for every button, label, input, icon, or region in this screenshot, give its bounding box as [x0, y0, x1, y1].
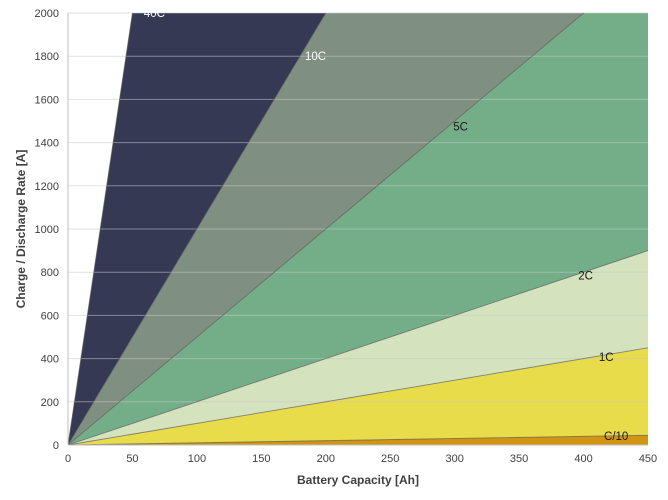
series-label-10C: 10C: [305, 51, 326, 63]
gridlines: [68, 12, 648, 446]
x-tick-label: 100: [188, 453, 206, 465]
series-line-40C: [67, 12, 133, 446]
y-tick-label: 1200: [35, 181, 59, 193]
y-tick-label: 1000: [35, 224, 59, 236]
series-line-10C: [67, 12, 327, 446]
y-tick-label: 0: [53, 440, 59, 452]
series-line-2C: [67, 250, 649, 446]
axes: [67, 13, 648, 446]
series-line-1C: [67, 347, 649, 446]
y-tick-label: 1600: [35, 94, 59, 106]
x-tick-label: 450: [639, 453, 657, 465]
x-tick-label: 350: [510, 453, 528, 465]
y-tick-label: 200: [41, 397, 59, 409]
series-label-1C: 1C: [599, 352, 614, 364]
tick-labels: 0 50 100 150 200 250 300 350 400 450 0 200 400 600 800…: [35, 8, 658, 465]
y-tick-label: 2000: [35, 8, 59, 20]
y-tick-label: 1800: [35, 51, 59, 63]
x-tick-label: 400: [574, 453, 592, 465]
series-lines: [67, 12, 649, 446]
y-tick-label: 800: [41, 267, 59, 279]
x-tick-label: 250: [381, 453, 399, 465]
series-label-5C: 5C: [453, 121, 468, 133]
x-axis-title: Battery Capacity [Ah]: [297, 473, 419, 487]
y-axis-title: Charge / Discharge Rate [A]: [14, 150, 28, 309]
y-tick-label: 600: [41, 310, 59, 322]
x-tick-label: 200: [317, 453, 335, 465]
series-label-2C: 2C: [578, 271, 593, 283]
x-tick-label: 50: [126, 453, 138, 465]
x-tick-label: 150: [252, 453, 270, 465]
y-tick-label: 1400: [35, 138, 59, 150]
series-line-5C: [67, 12, 584, 446]
series-line-C/10: [67, 434, 649, 446]
y-tick-label: 400: [41, 354, 59, 366]
series-labels: 40C 10C 5C 2C 1C C/10: [144, 8, 628, 443]
x-tick-label: 0: [65, 453, 71, 465]
x-tick-label: 300: [445, 453, 463, 465]
series-label-40C: 40C: [144, 8, 165, 20]
series-label-C/10: C/10: [604, 431, 628, 443]
